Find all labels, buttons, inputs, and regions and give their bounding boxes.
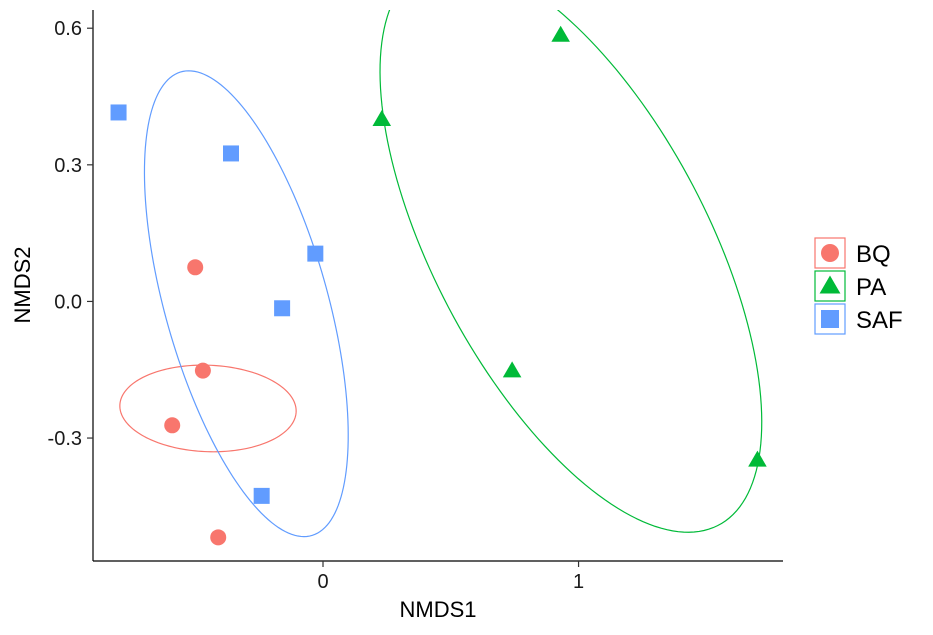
legend-label-bq: BQ	[856, 241, 891, 268]
y-axis-title: NMDS2	[10, 246, 35, 323]
ellipse-saf	[143, 70, 349, 538]
confidence-ellipses	[119, 10, 763, 538]
data-points	[110, 25, 767, 546]
point-saf	[223, 145, 239, 162]
point-saf	[307, 245, 324, 262]
point-saf	[253, 487, 270, 504]
legend-marker-pa	[819, 275, 841, 294]
ellipse-pa	[379, 10, 763, 533]
legend-marker-saf	[821, 310, 839, 328]
point-saf	[110, 104, 127, 121]
point-saf	[274, 300, 291, 317]
x-tick-label: 1	[573, 571, 584, 593]
axes: 0 1 -0.3 0.0 0.3 0.6 NMDS1 NMDS2	[10, 10, 783, 622]
point-pa	[748, 450, 767, 467]
point-pa	[551, 25, 570, 42]
point-bq	[164, 417, 181, 434]
point-pa	[372, 110, 392, 126]
y-tick-label: 0.0	[54, 291, 82, 313]
legend-marker-bq	[821, 244, 839, 262]
y-tick-label: -0.3	[48, 428, 82, 450]
y-tick-label: 0.3	[54, 155, 82, 177]
point-pa	[502, 361, 522, 378]
point-bq	[194, 362, 211, 379]
point-bq	[187, 259, 204, 276]
legend-label-saf: SAF	[856, 307, 903, 334]
x-tick-label: 0	[317, 571, 328, 593]
y-tick-label: 0.6	[54, 18, 82, 40]
legend: BQ PA SAF	[814, 237, 903, 335]
x-axis-title: NMDS1	[399, 597, 476, 622]
legend-label-pa: PA	[856, 274, 886, 301]
point-bq	[210, 529, 227, 546]
ellipse-bq	[119, 364, 297, 453]
